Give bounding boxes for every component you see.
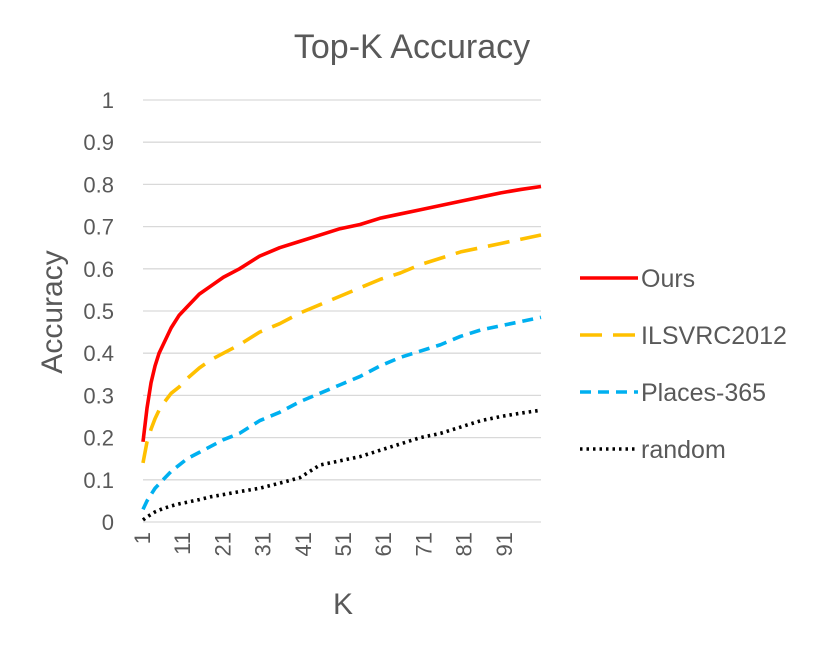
y-tick-label: 0.7 xyxy=(83,215,114,240)
y-tick-label: 0.3 xyxy=(83,383,114,408)
x-tick-label: 31 xyxy=(251,532,276,556)
x-tick-label: 51 xyxy=(331,532,356,556)
x-tick-label: 81 xyxy=(452,532,477,556)
y-tick-label: 0.2 xyxy=(83,426,114,451)
y-tick-label: 0.9 xyxy=(83,130,114,155)
x-axis-label: K xyxy=(333,588,353,621)
y-tick-labels: 0 0.1 0.2 0.3 0.4 0.5 0.6 0.7 0.8 0.9 1 xyxy=(83,88,114,535)
y-tick-label: 0.5 xyxy=(83,299,114,324)
legend: Ours ILSVRC2012 Places-365 random xyxy=(580,265,787,464)
x-tick-label: 1 xyxy=(130,532,155,544)
x-tick-label: 91 xyxy=(492,532,517,556)
legend-label: random xyxy=(641,436,726,464)
legend-label: Places-365 xyxy=(641,379,766,407)
y-tick-label: 0.6 xyxy=(83,257,114,282)
x-tick-label: 71 xyxy=(411,532,436,556)
x-tick-label: 61 xyxy=(371,532,396,556)
y-tick-label: 1 xyxy=(102,88,114,113)
legend-label: ILSVRC2012 xyxy=(641,322,787,350)
x-tick-label: 41 xyxy=(291,532,316,556)
series-line-places-365 xyxy=(141,315,542,511)
gridlines xyxy=(143,99,541,523)
y-tick-label: 0.1 xyxy=(83,468,114,493)
series-line-ours xyxy=(141,184,542,443)
legend-label: Ours xyxy=(641,265,695,293)
y-tick-label: 0.4 xyxy=(83,341,114,366)
y-tick-label: 0.8 xyxy=(83,172,114,197)
y-tick-label: 0 xyxy=(102,510,114,535)
series-line-random xyxy=(141,408,542,522)
x-tick-labels: 1 11 21 31 41 51 61 71 81 91 xyxy=(130,532,517,556)
series-lines xyxy=(141,184,542,522)
chart-title: Top-K Accuracy xyxy=(294,28,530,66)
x-tick-label: 11 xyxy=(170,532,195,555)
x-tick-label: 21 xyxy=(210,532,235,556)
y-axis-label: Accuracy xyxy=(36,250,69,373)
